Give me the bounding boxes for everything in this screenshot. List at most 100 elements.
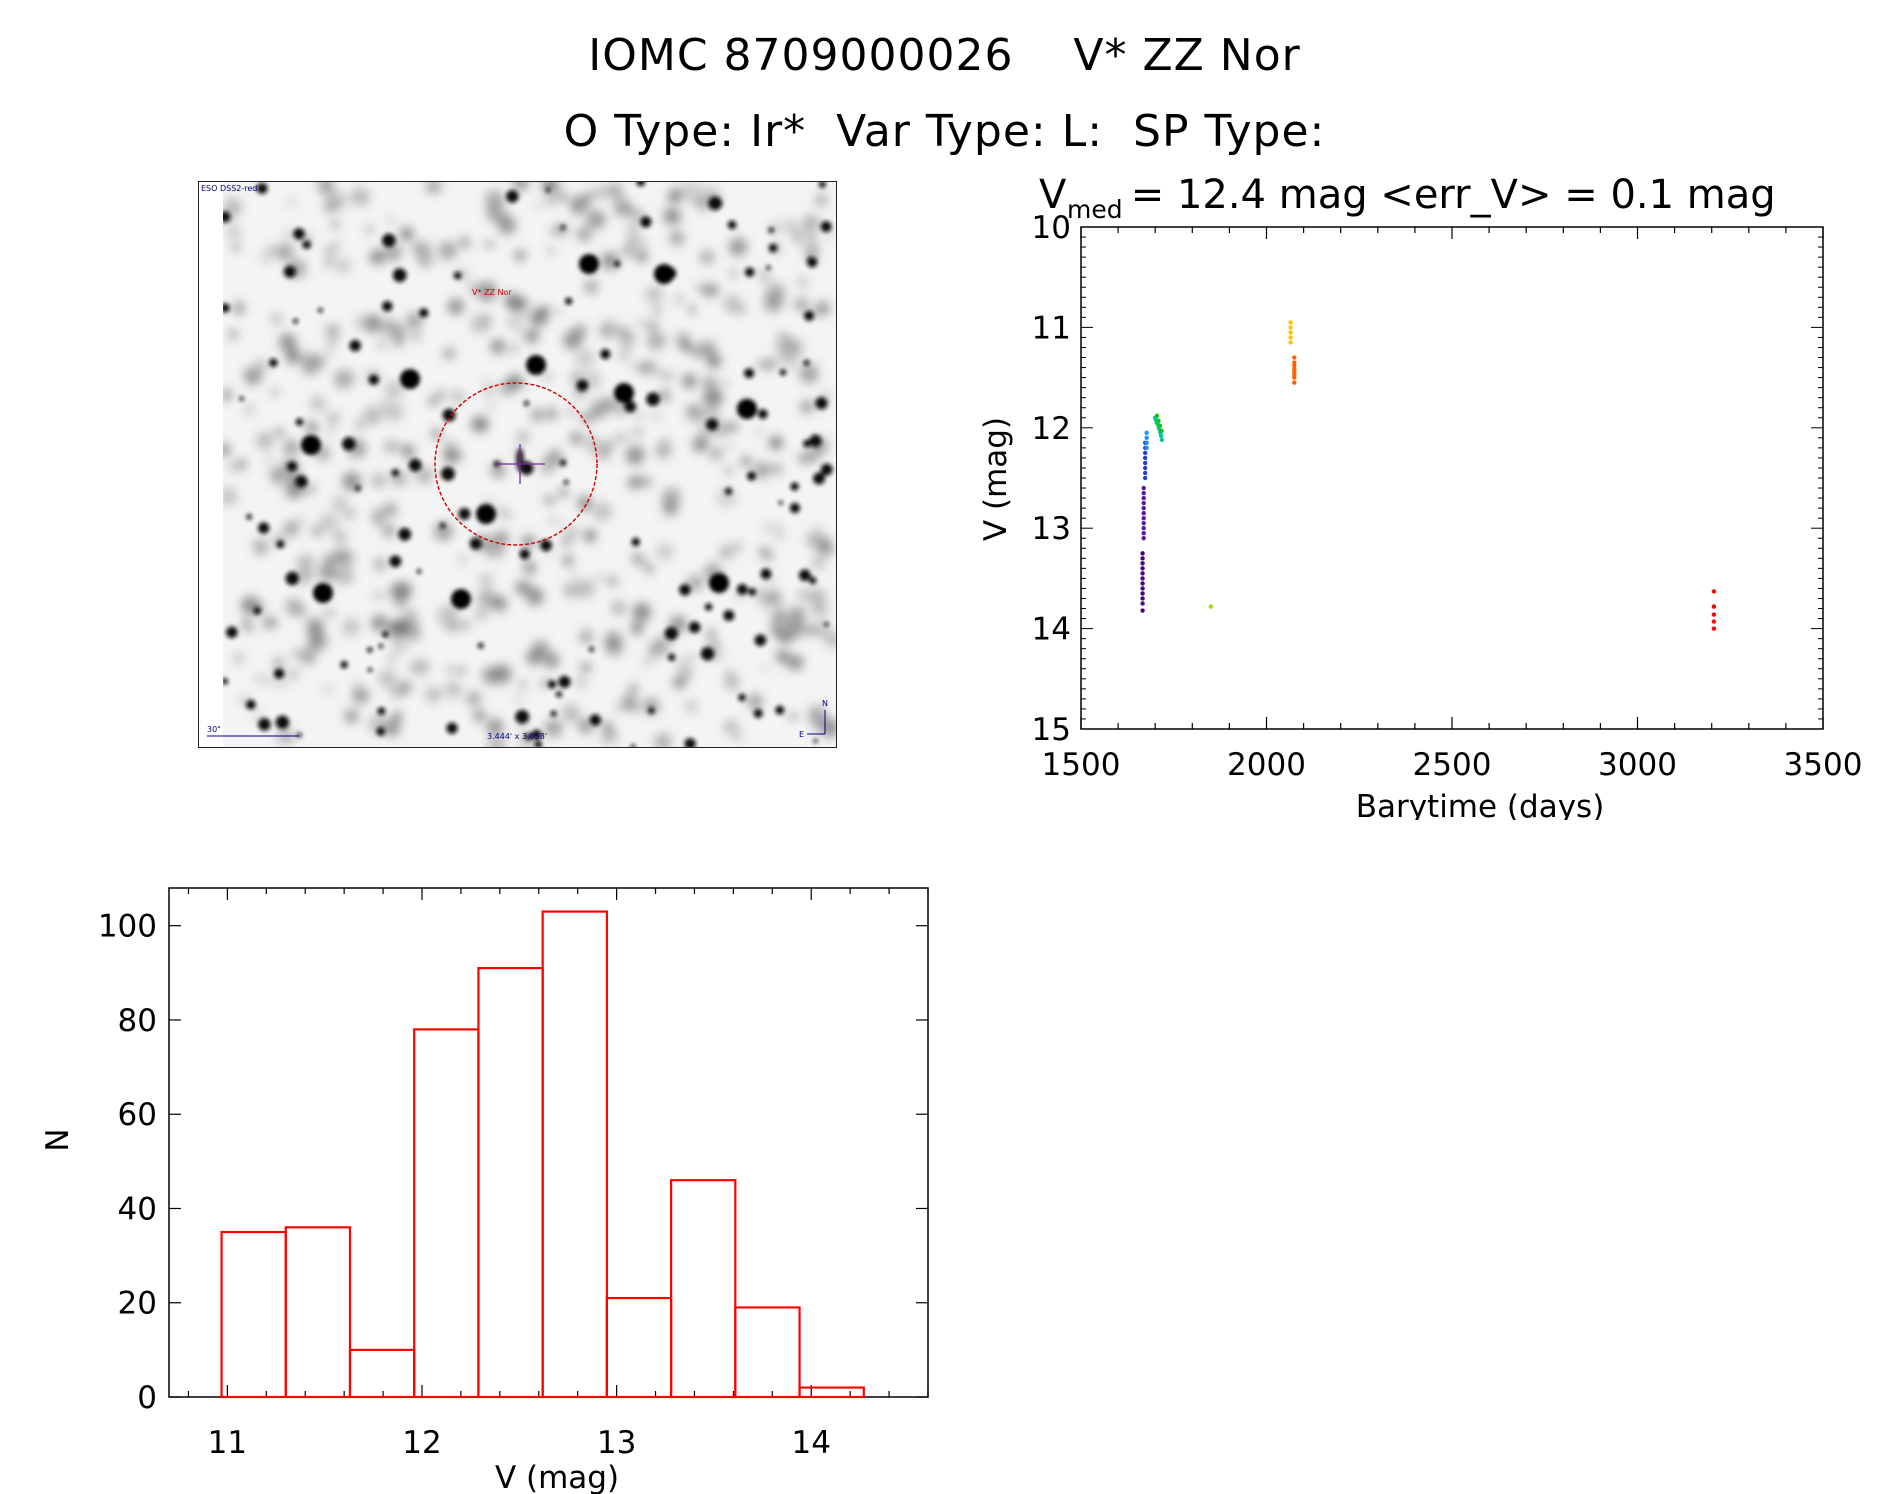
bright-star bbox=[798, 569, 811, 582]
bright-star bbox=[439, 522, 446, 529]
faint-star bbox=[775, 523, 782, 530]
faint-star bbox=[477, 281, 498, 302]
faint-star bbox=[273, 657, 285, 669]
bright-star bbox=[631, 537, 640, 547]
bright-star bbox=[559, 459, 567, 466]
bright-star bbox=[515, 709, 530, 724]
faint-star bbox=[583, 371, 602, 389]
faint-star bbox=[625, 444, 646, 465]
bright-star bbox=[753, 708, 763, 718]
faint-star bbox=[679, 340, 691, 351]
fov-label: 3.444' x 3.058' bbox=[487, 732, 547, 741]
faint-star bbox=[797, 588, 809, 600]
faint-star bbox=[244, 624, 254, 633]
faint-star bbox=[543, 373, 551, 381]
faint-star bbox=[526, 649, 543, 666]
faint-star bbox=[692, 435, 709, 453]
faint-star bbox=[664, 372, 672, 380]
data-point bbox=[1140, 571, 1145, 576]
faint-star bbox=[317, 182, 335, 195]
faint-star bbox=[550, 227, 558, 235]
bright-star bbox=[221, 678, 229, 685]
bright-star bbox=[349, 339, 361, 352]
faint-star bbox=[427, 395, 439, 407]
faint-star bbox=[790, 366, 798, 373]
bright-star bbox=[382, 233, 396, 248]
faint-star bbox=[814, 526, 823, 535]
faint-star bbox=[801, 214, 820, 233]
faint-star bbox=[638, 237, 647, 246]
data-point bbox=[1140, 576, 1145, 581]
histogram-ticks bbox=[169, 888, 929, 1398]
histogram-bar bbox=[541, 910, 608, 1399]
bright-star bbox=[400, 369, 420, 389]
y-tick-label: 20 bbox=[118, 1286, 157, 1322]
data-point bbox=[1142, 455, 1148, 461]
target-circle bbox=[434, 382, 598, 546]
bright-star bbox=[646, 392, 660, 407]
faint-star bbox=[754, 426, 763, 436]
bright-star bbox=[398, 527, 412, 541]
y-tick-label: 11 bbox=[1032, 310, 1071, 346]
faint-star bbox=[547, 247, 554, 254]
faint-star bbox=[436, 389, 446, 400]
faint-star bbox=[770, 608, 789, 627]
faint-star bbox=[305, 483, 316, 495]
faint-star bbox=[544, 406, 559, 421]
faint-star bbox=[493, 678, 502, 687]
faint-star bbox=[417, 251, 434, 268]
faint-star bbox=[535, 202, 542, 209]
bright-star bbox=[614, 383, 634, 403]
bright-star bbox=[293, 228, 305, 240]
faint-star bbox=[622, 246, 633, 257]
faint-star bbox=[270, 313, 283, 326]
faint-star bbox=[473, 605, 490, 622]
bright-star bbox=[453, 271, 462, 280]
bright-star bbox=[820, 463, 833, 476]
bright-star bbox=[269, 358, 278, 367]
bright-star bbox=[600, 349, 611, 360]
bright-star bbox=[286, 461, 298, 472]
bright-star bbox=[744, 368, 755, 379]
faint-star bbox=[615, 432, 627, 443]
bright-star bbox=[531, 729, 542, 740]
faint-star bbox=[255, 675, 262, 682]
faint-star bbox=[706, 629, 716, 639]
data-point bbox=[1288, 340, 1293, 345]
faint-star bbox=[583, 434, 601, 453]
bright-star bbox=[389, 555, 402, 568]
faint-star bbox=[592, 502, 613, 522]
faint-star bbox=[490, 462, 506, 479]
faint-star bbox=[611, 600, 626, 616]
bright-star bbox=[737, 399, 757, 419]
bright-star bbox=[648, 707, 655, 714]
faint-star bbox=[687, 305, 697, 314]
bright-star bbox=[295, 475, 308, 488]
faint-star bbox=[270, 388, 278, 396]
faint-star bbox=[636, 318, 644, 326]
bright-star bbox=[477, 642, 484, 649]
faint-star bbox=[365, 226, 373, 234]
y-tick-label: 13 bbox=[1032, 511, 1071, 547]
faint-star bbox=[658, 438, 672, 451]
faint-star bbox=[303, 556, 311, 565]
faint-star bbox=[296, 567, 314, 585]
faint-star bbox=[729, 269, 738, 278]
bright-star bbox=[416, 569, 422, 574]
faint-star bbox=[824, 632, 836, 648]
faint-star bbox=[424, 686, 442, 704]
faint-star bbox=[725, 443, 732, 450]
faint-star bbox=[656, 542, 674, 561]
faint-star bbox=[466, 691, 482, 706]
faint-star bbox=[577, 717, 594, 734]
faint-star bbox=[411, 331, 422, 342]
faint-star bbox=[497, 508, 507, 518]
faint-star bbox=[260, 253, 272, 265]
faint-star bbox=[340, 551, 356, 567]
faint-star bbox=[617, 346, 633, 362]
faint-star bbox=[240, 696, 248, 704]
data-point bbox=[1140, 591, 1145, 596]
bright-star bbox=[376, 727, 386, 736]
faint-star bbox=[594, 183, 611, 200]
faint-star bbox=[719, 544, 735, 560]
